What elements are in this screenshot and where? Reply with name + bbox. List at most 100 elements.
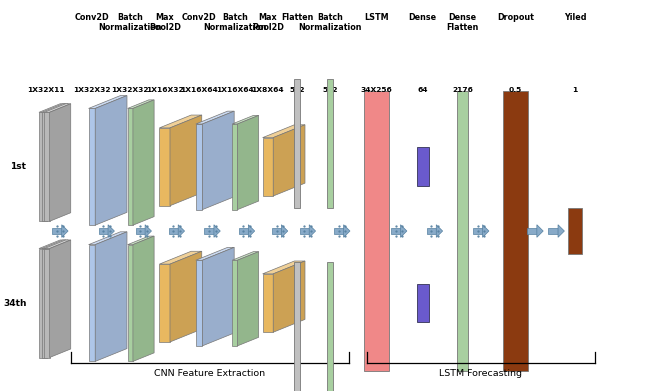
Text: 0.5: 0.5 — [509, 87, 522, 93]
Polygon shape — [95, 232, 127, 361]
Bar — [294, 262, 300, 390]
Text: Dropout: Dropout — [497, 13, 534, 22]
Polygon shape — [232, 260, 237, 346]
Bar — [456, 91, 468, 371]
Polygon shape — [41, 249, 47, 358]
Polygon shape — [44, 240, 66, 358]
Text: 512: 512 — [322, 87, 338, 93]
Polygon shape — [263, 274, 273, 332]
Bar — [136, 228, 145, 234]
Polygon shape — [203, 111, 234, 210]
Text: 1X8X64: 1X8X64 — [252, 87, 284, 93]
Text: Max
Pool2D: Max Pool2D — [149, 13, 181, 33]
Bar — [391, 228, 401, 234]
Polygon shape — [263, 138, 273, 196]
Polygon shape — [44, 240, 71, 249]
Bar — [417, 147, 429, 186]
Polygon shape — [133, 236, 154, 361]
Polygon shape — [263, 125, 305, 138]
Bar — [328, 79, 332, 208]
Polygon shape — [196, 124, 203, 210]
Text: 34X256: 34X256 — [361, 87, 392, 93]
Text: 2176: 2176 — [452, 87, 473, 93]
Polygon shape — [50, 240, 71, 358]
Polygon shape — [344, 225, 350, 237]
Text: 64: 64 — [417, 87, 428, 93]
Bar — [98, 228, 108, 234]
Polygon shape — [41, 113, 47, 221]
Polygon shape — [232, 252, 259, 260]
Polygon shape — [178, 225, 185, 237]
Polygon shape — [232, 115, 259, 124]
Text: Dense
Flatten: Dense Flatten — [446, 13, 478, 33]
Polygon shape — [128, 245, 133, 361]
Polygon shape — [44, 249, 50, 358]
Text: Batch
Normalization: Batch Normalization — [98, 13, 162, 33]
Polygon shape — [237, 252, 259, 346]
Text: Dense: Dense — [409, 13, 437, 22]
Polygon shape — [482, 225, 489, 237]
Bar — [334, 228, 344, 234]
Polygon shape — [44, 104, 71, 113]
Text: LSTM Forecasting: LSTM Forecasting — [439, 369, 522, 378]
Polygon shape — [47, 104, 68, 221]
Polygon shape — [558, 225, 565, 237]
Polygon shape — [128, 100, 154, 109]
Bar — [473, 228, 482, 234]
Polygon shape — [41, 240, 68, 249]
Text: Yiled: Yiled — [564, 13, 586, 22]
Polygon shape — [47, 240, 68, 358]
Polygon shape — [128, 236, 154, 245]
Text: 1st: 1st — [10, 162, 26, 171]
Bar — [364, 91, 389, 371]
Bar — [427, 228, 436, 234]
Text: Flatten: Flatten — [281, 13, 313, 22]
Polygon shape — [232, 124, 237, 210]
Text: 512: 512 — [289, 87, 305, 93]
Polygon shape — [128, 109, 133, 225]
Text: 1: 1 — [573, 87, 577, 93]
Text: Batch
Normalization: Batch Normalization — [298, 13, 362, 33]
Polygon shape — [88, 109, 95, 225]
Polygon shape — [170, 251, 202, 342]
Polygon shape — [95, 96, 127, 225]
Text: 1X16X64: 1X16X64 — [180, 87, 218, 93]
Polygon shape — [159, 115, 202, 128]
Text: Batch
Normalization: Batch Normalization — [203, 13, 266, 33]
Bar — [205, 228, 214, 234]
Text: 1X16X64: 1X16X64 — [216, 87, 254, 93]
Bar — [328, 262, 332, 390]
Polygon shape — [50, 104, 71, 221]
Polygon shape — [401, 225, 407, 237]
Bar — [239, 228, 248, 234]
Bar — [549, 228, 558, 234]
Bar — [417, 283, 429, 323]
Text: Conv2D: Conv2D — [74, 13, 109, 22]
Polygon shape — [39, 104, 66, 113]
Text: 1X32X11: 1X32X11 — [27, 87, 64, 93]
Bar — [52, 228, 62, 234]
Polygon shape — [159, 251, 202, 264]
Bar — [568, 208, 582, 254]
Polygon shape — [203, 247, 234, 346]
Bar — [527, 228, 537, 234]
Polygon shape — [62, 225, 68, 237]
Bar — [272, 228, 282, 234]
Polygon shape — [39, 249, 44, 358]
Polygon shape — [44, 104, 66, 221]
Polygon shape — [537, 225, 543, 237]
Text: Conv2D: Conv2D — [182, 13, 216, 22]
Bar — [294, 79, 300, 208]
Polygon shape — [282, 225, 288, 237]
Polygon shape — [273, 125, 305, 196]
Polygon shape — [196, 247, 234, 260]
Polygon shape — [309, 225, 316, 237]
Polygon shape — [41, 104, 68, 113]
Bar — [503, 91, 528, 371]
Text: 34th: 34th — [3, 299, 27, 308]
Polygon shape — [214, 225, 220, 237]
Polygon shape — [237, 115, 259, 210]
Polygon shape — [88, 96, 127, 109]
Polygon shape — [263, 261, 305, 274]
Polygon shape — [88, 245, 95, 361]
